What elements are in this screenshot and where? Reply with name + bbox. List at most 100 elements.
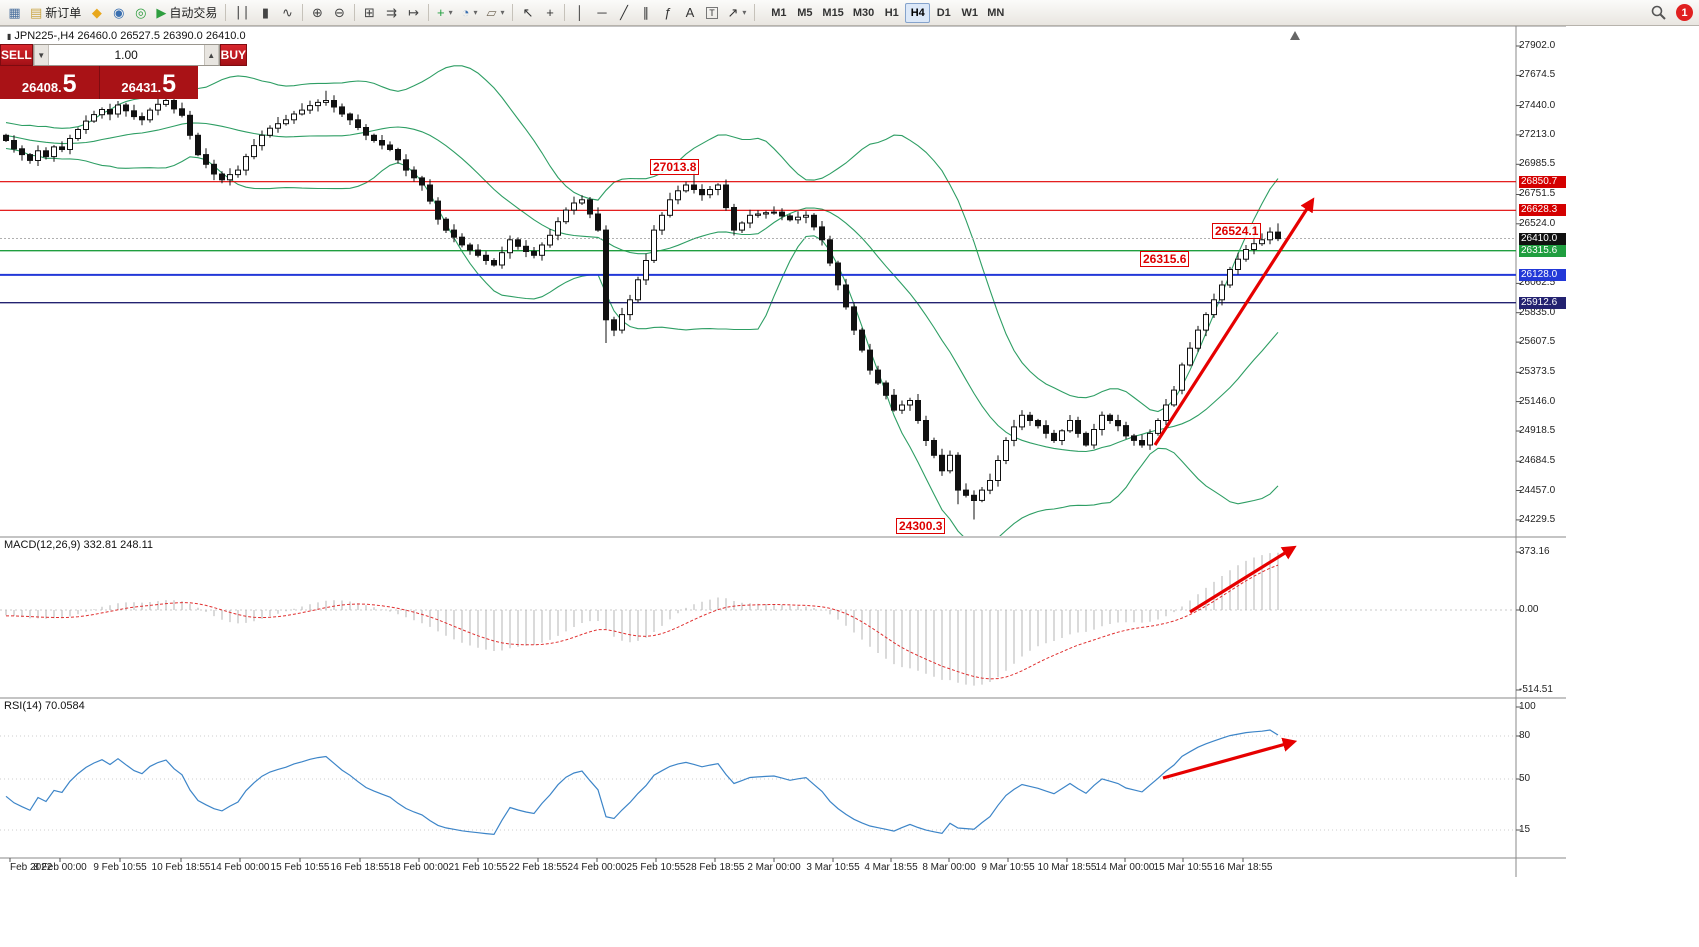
zoom-out-icon[interactable]: ⊖	[329, 2, 350, 23]
volume-input[interactable]	[48, 45, 204, 65]
zoom-in-icon-glyph: ⊕	[312, 4, 323, 20]
channel-icon[interactable]: ∥	[635, 2, 656, 23]
time-axis-label: 8 Feb 00:00	[33, 862, 87, 873]
buy-button[interactable]: BUY	[219, 44, 248, 66]
price-annotation-26524.1[interactable]: 26524.1	[1212, 223, 1262, 239]
price-axis-label: 27440.0	[1519, 100, 1556, 111]
templates-button-caret[interactable]: ▾	[500, 8, 505, 17]
indicators-button[interactable]: + ▾	[433, 2, 457, 23]
trend-arrow-1[interactable]	[1153, 197, 1315, 446]
timeframe-d1[interactable]: D1	[936, 6, 951, 19]
text-icon[interactable]: A	[679, 2, 700, 23]
crosshair-icon-glyph: +	[546, 5, 554, 20]
price-axis-label: 25607.5	[1519, 336, 1556, 347]
trend-arrow-3[interactable]	[1162, 737, 1298, 780]
volume-spinner: ▼ ▲	[32, 44, 220, 66]
trendline-icon-glyph: ╱	[620, 4, 628, 20]
tile-windows-icon[interactable]: ⊞	[359, 2, 380, 23]
price-axis-label: 24918.5	[1519, 425, 1556, 436]
autotrading-button[interactable]: ▶ 自动交易	[152, 2, 221, 23]
crosshair-icon[interactable]: +	[539, 2, 560, 23]
timeframe-w1[interactable]: W1	[961, 6, 978, 19]
sell-button[interactable]: SELL	[0, 44, 33, 66]
macd-signal-line	[6, 564, 1279, 680]
time-axis-label: 10 Mar 18:55	[1037, 862, 1097, 873]
chart-shift-icon[interactable]: ↦	[403, 2, 424, 23]
time-axis-label: 25 Feb 10:55	[626, 862, 686, 873]
new-chart-icon[interactable]: ▦	[4, 2, 25, 23]
timeframe-h4[interactable]: H4	[905, 2, 931, 23]
indicators-button-caret[interactable]: ▾	[448, 8, 453, 17]
price-marker-26410.0: 26410.0	[1519, 233, 1566, 245]
one-click-trading-panel: SELL ▼ ▲ BUY 26408. 5 26431. 5	[0, 44, 248, 99]
market-watch-icon[interactable]: ◉	[108, 2, 129, 23]
macd-histogram	[5, 552, 1279, 686]
price-marker-26315.6: 26315.6	[1519, 245, 1566, 257]
price-axis-label: 27902.0	[1519, 40, 1556, 51]
navigator-icon-glyph: ◎	[135, 4, 147, 20]
arrows-icon[interactable]: ↗ ▾	[723, 2, 750, 23]
trade-panel-price-row: 26408. 5 26431. 5	[0, 66, 198, 99]
new-chart-icon-glyph: ▦	[8, 4, 21, 20]
trend-arrow-2[interactable]	[1189, 545, 1297, 614]
text-label-icon[interactable]: T	[701, 2, 722, 23]
time-axis-label: 24 Feb 00:00	[567, 862, 627, 873]
timeframe-mn[interactable]: MN	[987, 6, 1005, 19]
time-axis-label: 8 Mar 00:00	[922, 862, 976, 873]
volume-increase-button[interactable]: ▲	[203, 45, 219, 65]
navigator-icon[interactable]: ◎	[130, 2, 151, 23]
metaeditor-icon[interactable]: ◆	[86, 2, 107, 23]
sell-price[interactable]: 26408. 5	[0, 66, 99, 99]
chart-shift-marker[interactable]	[1290, 31, 1300, 40]
volume-decrease-button[interactable]: ▼	[33, 45, 49, 65]
price-axis-label: 24229.5	[1519, 514, 1556, 525]
periods-button[interactable]: ◔ ▾	[458, 2, 482, 23]
chart-shift-icon-glyph: ↦	[408, 4, 419, 20]
zoom-in-icon[interactable]: ⊕	[307, 2, 328, 23]
buy-price[interactable]: 26431. 5	[98, 66, 199, 99]
trendline-icon[interactable]: ╱	[613, 2, 634, 23]
time-axis-label: 14 Mar 00:00	[1095, 862, 1155, 873]
rsi-scale-100: 100	[1519, 701, 1536, 712]
price-annotation-27013.8[interactable]: 27013.8	[650, 159, 700, 175]
price-axis-label: 25835.0	[1519, 307, 1556, 318]
text-label-icon-glyph: T	[706, 6, 718, 19]
fibonacci-icon[interactable]: ƒ	[657, 2, 678, 23]
time-axis-label: 9 Mar 10:55	[981, 862, 1035, 873]
indicators-button-glyph: +	[436, 5, 445, 20]
horizontal-line-icon[interactable]: ─	[591, 2, 612, 23]
vertical-line-icon[interactable]: │	[569, 2, 590, 23]
notification-badge[interactable]: 1	[1676, 4, 1693, 21]
autotrading-button-glyph: ▶	[156, 4, 167, 20]
horizontal-line-icon-glyph: ─	[597, 5, 607, 20]
timeframe-m30[interactable]: M30	[852, 6, 875, 19]
arrows-icon-glyph: ↗	[727, 4, 739, 20]
templates-button[interactable]: ▱ ▾	[482, 2, 508, 23]
price-marker-26128.0: 26128.0	[1519, 269, 1566, 281]
toolbar: ▦ ▤ 新订单 ◆ ◉ ◎ ▶ 自动交易 || ▮ ∿ ⊕ ⊖ ⊞ ⇉ ↦ + ▾ ◔ ▾ ▱ ▾ ↖ + │ ─ ╱ ∥ ƒ A T ↗ ▾ …	[0, 0, 1699, 26]
periods-button-caret[interactable]: ▾	[473, 8, 478, 17]
cursor-icon[interactable]: ↖	[517, 2, 538, 23]
toolbar-separator	[225, 4, 227, 21]
rsi-indicator-label: RSI(14) 70.0584	[4, 700, 85, 712]
timeframe-m1[interactable]: M1	[771, 6, 787, 19]
metaeditor-icon-glyph: ◆	[91, 4, 102, 20]
toolbar-icons: ▦ ▤ 新订单 ◆ ◉ ◎ ▶ 自动交易 || ▮ ∿ ⊕ ⊖ ⊞ ⇉ ↦ + ▾ ◔ ▾ ▱ ▾ ↖ + │ ─ ╱ ∥ ƒ A T ↗ ▾	[4, 2, 758, 23]
time-axis-label: 14 Feb 00:00	[210, 862, 270, 873]
timeframe-m5[interactable]: M5	[797, 6, 813, 19]
price-annotation-24300.3[interactable]: 24300.3	[896, 518, 946, 534]
timeframe-m15[interactable]: M15	[822, 6, 844, 19]
bar-chart-icon[interactable]: ||	[230, 2, 254, 23]
templates-button-glyph: ▱	[486, 4, 497, 20]
auto-scroll-icon[interactable]: ⇉	[381, 2, 402, 23]
candlestick-chart-icon[interactable]: ▮	[255, 2, 276, 23]
line-chart-icon[interactable]: ∿	[277, 2, 298, 23]
timeframe-h1[interactable]: H1	[884, 6, 899, 19]
price-annotation-26315.6[interactable]: 26315.6	[1140, 251, 1190, 267]
new-order-button[interactable]: ▤ 新订单	[26, 2, 85, 23]
arrows-icon-caret[interactable]: ▾	[742, 8, 747, 17]
search-icon[interactable]	[1650, 4, 1667, 21]
candlestick-chart-icon-glyph: ▮	[261, 4, 270, 20]
